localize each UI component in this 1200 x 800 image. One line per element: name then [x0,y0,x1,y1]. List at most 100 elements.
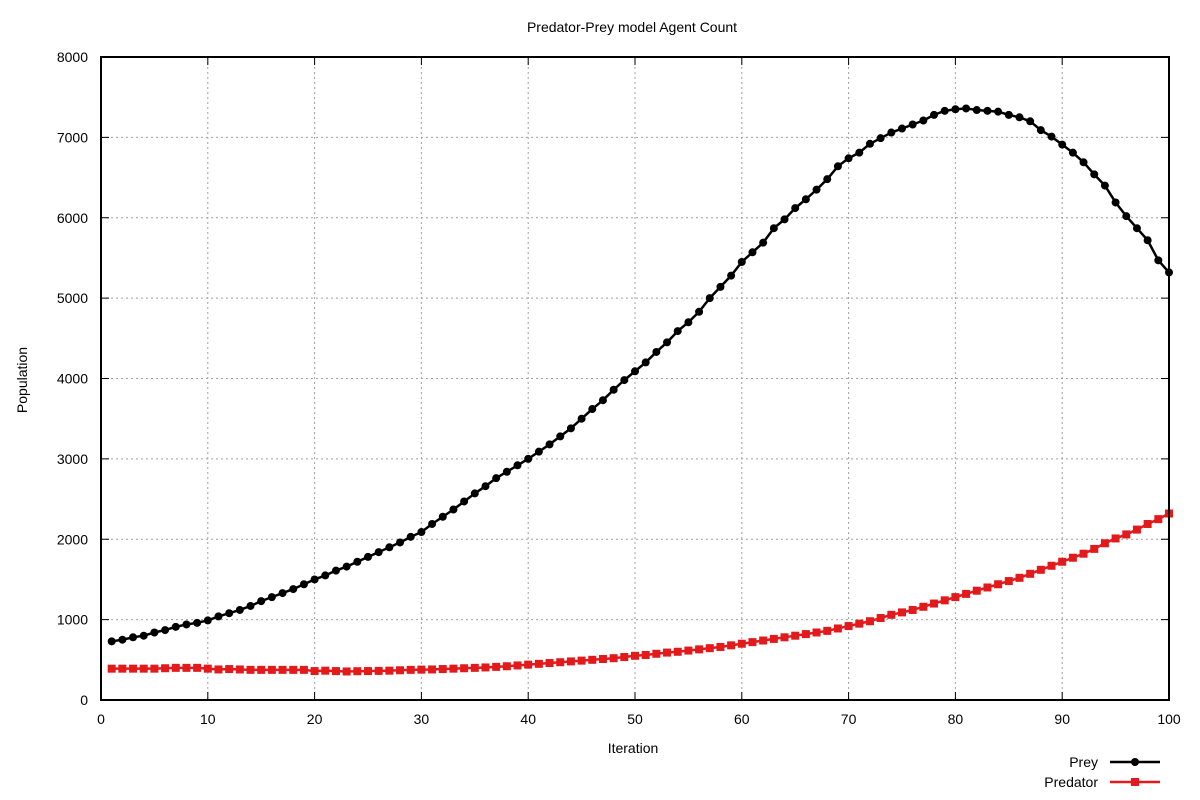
data-point-predator [428,665,437,674]
data-point-prey [364,552,372,561]
data-point-predator [876,614,885,623]
data-point-predator [417,665,426,674]
data-point-prey [1015,113,1024,122]
data-point-prey [940,106,949,115]
data-point-predator [833,624,842,633]
data-point-prey [951,105,960,114]
data-point-predator [534,659,543,668]
data-point-prey [353,557,362,566]
data-point-prey [908,120,917,129]
data-point-predator [801,630,810,639]
legend-item-predator: Predator [1044,774,1160,790]
data-point-predator [695,645,704,654]
data-point-predator [129,664,138,673]
data-point-prey [235,605,244,614]
data-point-prey [769,224,778,233]
data-point-predator [257,665,266,674]
data-point-predator [235,665,244,674]
data-point-predator [225,665,234,674]
data-point-prey [513,461,522,470]
data-point-prey [972,106,981,115]
data-point-predator [470,663,479,672]
legend-label: Predator [1044,774,1098,790]
data-point-prey [1143,236,1152,245]
data-point-predator [908,605,917,614]
data-point-predator [107,664,116,673]
data-point-prey [342,562,351,571]
series-line-predator [111,512,1170,673]
x-tick-label: 10 [200,711,216,727]
data-point-prey [566,424,575,433]
y-tick-label: 1000 [57,612,88,628]
data-point-prey [225,609,234,618]
data-point-predator [502,662,511,671]
data-point-prey [278,589,287,598]
data-point-prey [598,396,607,405]
data-point-predator [641,650,650,659]
data-point-prey [1100,181,1109,190]
data-point-prey [118,635,127,644]
x-tick-label: 80 [948,711,964,727]
data-point-prey [876,134,885,143]
data-point-prey [1047,132,1056,141]
data-point-predator [1026,569,1035,578]
data-point-prey [321,571,330,580]
x-axis-label: Iteration [608,740,659,756]
data-point-predator [994,580,1003,589]
data-point-prey [759,238,768,247]
data-point-prey [299,580,308,589]
data-point-prey [1036,126,1045,135]
data-point-predator [1079,549,1088,558]
data-point-prey [962,104,971,113]
data-point-predator [1036,565,1045,574]
data-point-prey [310,575,319,584]
data-point-predator [150,664,159,673]
data-point-predator [652,649,661,658]
data-point-prey [865,139,874,148]
data-point-predator [620,652,629,661]
data-point-prey [673,327,682,336]
data-point-predator [609,654,618,663]
data-point-predator [972,586,981,595]
data-point-predator [321,666,330,675]
data-point-predator [759,636,768,645]
data-point-prey [631,367,639,376]
data-point-predator [438,665,447,674]
y-tick-label: 0 [80,692,88,708]
data-point-prey [737,257,746,266]
data-point-prey [1090,170,1099,179]
data-point-predator [364,667,372,676]
data-point-predator [214,665,223,674]
data-point-prey [855,148,864,157]
data-point-predator [139,664,148,673]
data-point-prey [1132,224,1141,233]
data-point-prey [203,616,212,625]
data-point-prey [161,626,170,635]
data-point-prey [994,107,1003,116]
data-point-predator [118,664,127,673]
data-point-predator [951,593,960,602]
data-point-prey [620,376,629,385]
data-point-prey [1068,148,1077,157]
data-point-prey [705,294,714,303]
data-point-predator [684,646,693,655]
data-point-predator [1090,544,1099,553]
data-point-prey [267,593,276,602]
data-point-predator [513,661,522,670]
data-point-prey [182,620,191,629]
data-point-predator [556,658,565,667]
legend: Prey Predator [1044,754,1160,790]
data-point-prey [257,597,266,606]
data-point-predator [844,622,853,631]
data-point-prey [214,612,223,621]
y-tick-label: 2000 [57,531,88,547]
y-axis: 0 1000 2000 3000 4000 5000 6000 7000 8000 [57,49,1169,708]
data-point-prey [1026,117,1035,126]
x-tick-label: 90 [1054,711,1070,727]
data-point-prey [748,248,757,257]
data-point-predator [374,666,383,675]
data-point-prey [193,618,202,627]
data-point-predator [577,656,586,665]
data-point-predator [545,659,554,668]
x-tick-label: 30 [414,711,430,727]
